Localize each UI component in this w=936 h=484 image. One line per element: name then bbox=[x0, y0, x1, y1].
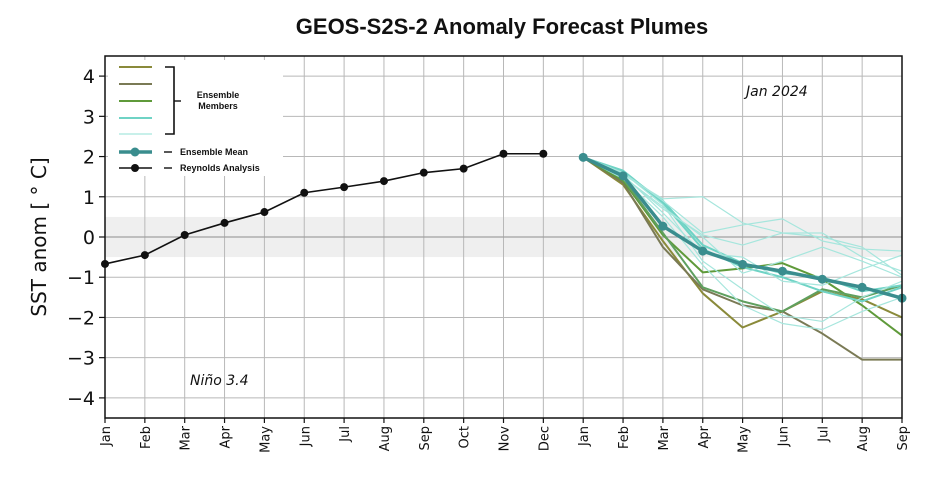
ensemble-member-line bbox=[582, 156, 903, 252]
y-tick-label: 3 bbox=[83, 106, 95, 128]
x-tick-label: Apr bbox=[697, 425, 712, 448]
reynolds-analysis-series bbox=[101, 149, 548, 268]
ensemble-mean-point bbox=[777, 266, 787, 276]
x-tick-label: Feb bbox=[617, 426, 632, 449]
ensemble-mean-series bbox=[578, 152, 907, 303]
legend-members-label-line1: Ensemble bbox=[197, 90, 240, 100]
reynolds-analysis-point bbox=[300, 188, 309, 197]
x-tick-label: Oct bbox=[458, 426, 473, 448]
x-tick-label: Jun bbox=[298, 426, 313, 447]
x-tick-label: Mar bbox=[657, 425, 672, 450]
ensemble-mean-point bbox=[817, 274, 827, 284]
x-tick-label: Jul bbox=[338, 426, 353, 443]
y-tick-label: −1 bbox=[67, 267, 95, 289]
reynolds-analysis-line bbox=[104, 152, 544, 265]
reynolds-analysis-point bbox=[379, 177, 388, 186]
ensemble-member-line bbox=[582, 156, 903, 323]
reynolds-analysis-point bbox=[220, 218, 229, 227]
ensemble-mean-point bbox=[698, 246, 708, 256]
y-axis-label: SST anom [ ° C] bbox=[27, 157, 51, 316]
legend: Ensemble Members Ensemble Mean Reynolds … bbox=[108, 60, 283, 176]
y-tick-label: 2 bbox=[83, 147, 95, 169]
x-tick-label: Mar bbox=[179, 425, 194, 450]
legend-mean-label: Ensemble Mean bbox=[180, 147, 248, 157]
y-tick-label: −2 bbox=[67, 307, 95, 329]
x-axis-ticks: Jan Feb Mar Apr May Jun Jul Aug Sep Oct Nov Dec Jan F… bbox=[99, 418, 911, 453]
ensemble-mean-point bbox=[857, 282, 867, 292]
reynolds-analysis-point bbox=[260, 208, 269, 217]
x-tick-label: Jul bbox=[816, 426, 831, 443]
x-tick-label: Sep bbox=[418, 426, 433, 451]
ensemble-member-line bbox=[582, 156, 903, 313]
ensemble-members bbox=[582, 156, 903, 361]
y-tick-label: −4 bbox=[67, 388, 95, 410]
reynolds-analysis-point bbox=[419, 168, 428, 177]
ensemble-mean-point bbox=[578, 152, 588, 162]
legend-members-label-line2: Members bbox=[198, 101, 238, 111]
legend-analysis-marker bbox=[131, 164, 139, 172]
x-tick-label: Feb bbox=[139, 426, 154, 449]
reynolds-analysis-point bbox=[459, 164, 468, 173]
x-tick-label: Jun bbox=[776, 426, 791, 447]
legend-analysis-label: Reynolds Analysis bbox=[180, 163, 260, 173]
x-tick-label: Aug bbox=[856, 426, 871, 451]
ensemble-mean-point bbox=[738, 259, 748, 269]
x-tick-label: Jan bbox=[577, 426, 592, 447]
x-tick-label: Nov bbox=[498, 426, 513, 452]
x-tick-label: May bbox=[258, 426, 273, 453]
legend-mean-marker bbox=[130, 147, 140, 157]
legend-member-lines bbox=[119, 66, 152, 135]
x-tick-label: Aug bbox=[378, 426, 393, 451]
ensemble-mean-point bbox=[618, 171, 628, 181]
x-tick-label: May bbox=[737, 426, 752, 453]
reynolds-analysis-point bbox=[140, 251, 149, 260]
x-tick-label: Dec bbox=[537, 426, 552, 451]
x-tick-label: Sep bbox=[896, 426, 911, 451]
y-tick-label: −3 bbox=[67, 348, 95, 370]
x-tick-label: Jan bbox=[99, 426, 114, 447]
reynolds-analysis-point bbox=[180, 230, 189, 239]
y-axis-ticks: 4 3 2 1 0 −1 −2 −3 −4 bbox=[67, 66, 105, 410]
reynolds-analysis-point bbox=[340, 183, 349, 192]
region-label: Niño 3.4 bbox=[190, 373, 249, 389]
ensemble-mean-point bbox=[658, 221, 668, 231]
reynolds-analysis-point bbox=[499, 149, 508, 158]
reynolds-analysis-point bbox=[539, 149, 548, 158]
x-tick-label: Apr bbox=[219, 425, 234, 448]
forecast-date-label: Jan 2024 bbox=[743, 84, 808, 100]
chart-title: GEOS-S2S-2 Anomaly Forecast Plumes bbox=[296, 14, 708, 39]
y-tick-label: 1 bbox=[83, 187, 95, 209]
y-tick-label: 0 bbox=[83, 227, 95, 249]
y-tick-label: 4 bbox=[83, 66, 95, 88]
ensemble-member-line bbox=[582, 156, 903, 278]
